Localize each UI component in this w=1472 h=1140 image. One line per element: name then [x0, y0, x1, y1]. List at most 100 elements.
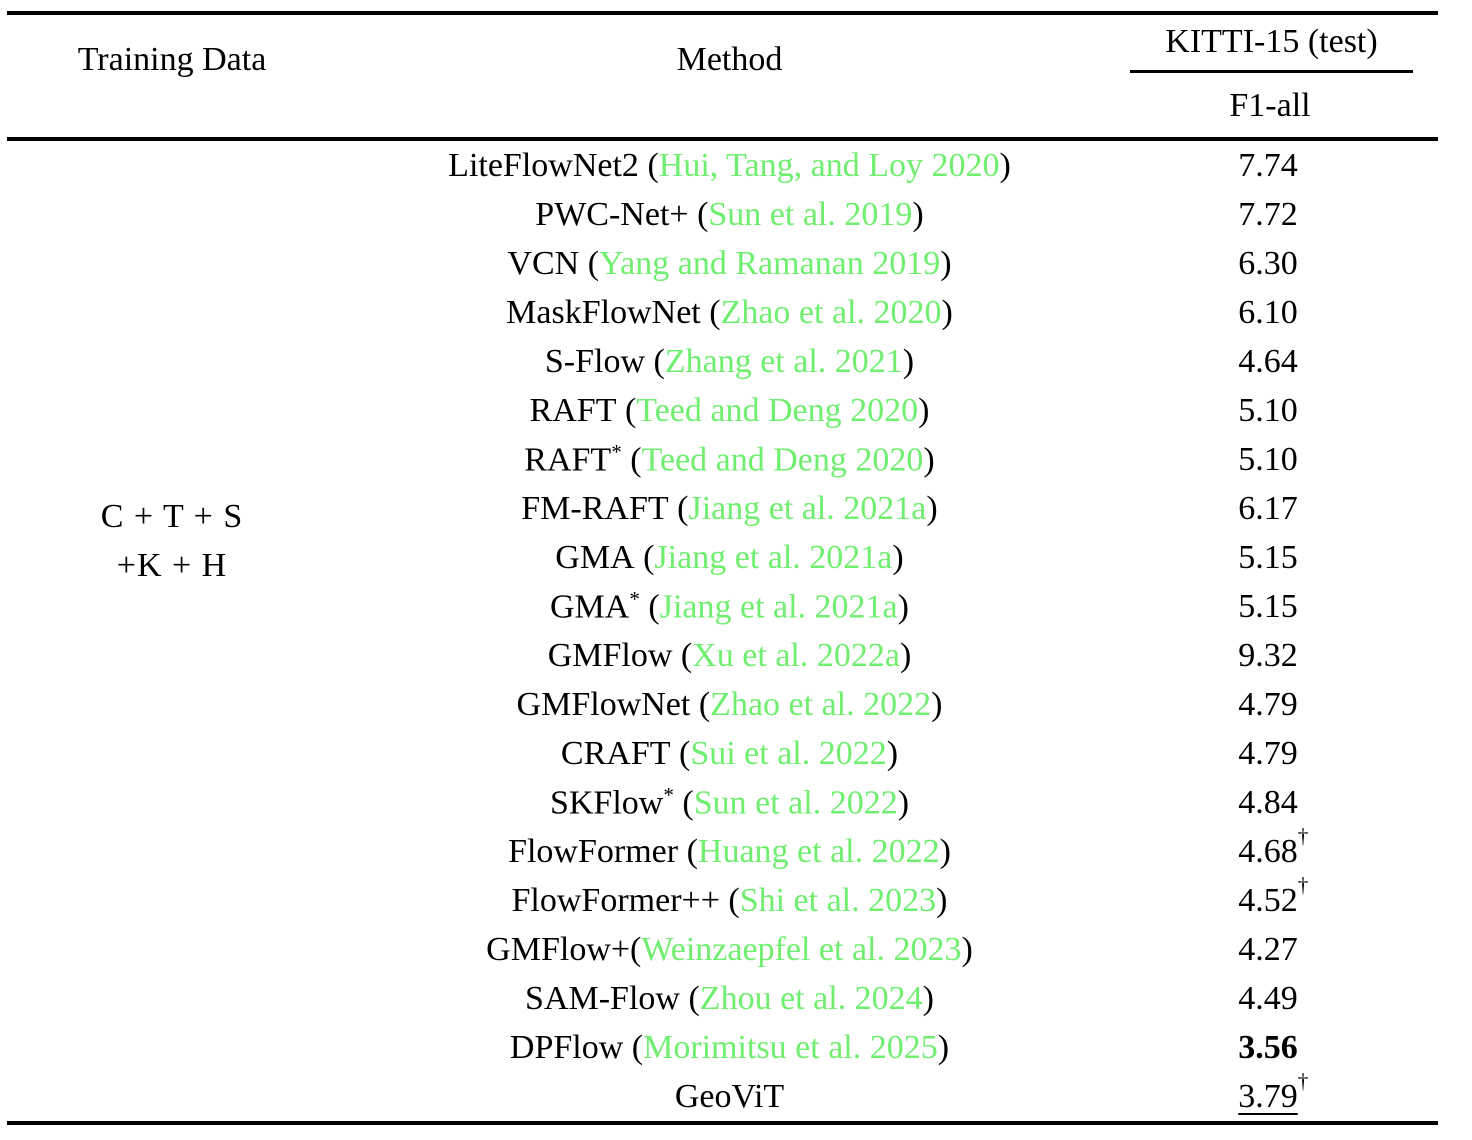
table-row: GMFlow (Xu et al. 2022a) 9.32 — [7, 631, 1438, 680]
open-paren: ( — [668, 489, 689, 527]
method-cell: FlowFormer++ (Shi et al. 2023) — [337, 876, 1122, 925]
method-name: GMA — [550, 588, 630, 626]
f1-number: 6.17 — [1238, 489, 1298, 527]
f1-number: 4.52 — [1238, 881, 1298, 919]
table-row: GMA* (Jiang et al. 2021a) 5.15 — [7, 582, 1438, 631]
citation-link[interactable]: Shi et al. 2023 — [739, 881, 937, 919]
f1-number: 9.32 — [1238, 636, 1298, 674]
f1-value-cell: 4.68 † — [1122, 823, 1438, 876]
citation-link[interactable]: Zhao et al. 2022 — [710, 685, 932, 723]
table-header: Training Data Method KITTI-15 (test) F1-… — [7, 13, 1438, 139]
close-paren: ) — [941, 293, 953, 331]
open-paren: ( — [670, 734, 691, 772]
f1-value-cell: 5.10 — [1122, 386, 1438, 435]
f1-value: 4.64 — [1238, 343, 1298, 381]
f1-value: 7.72 — [1238, 196, 1298, 234]
training-data-line1: C + T + S — [100, 498, 244, 535]
citation-link[interactable]: Jiang et al. 2021a — [654, 538, 893, 576]
method-cell: CRAFT (Sui et al. 2022) — [337, 729, 1122, 778]
close-paren: ) — [899, 636, 912, 674]
f1-value-cell: 3.56 — [1122, 1023, 1438, 1072]
citation-link[interactable]: Zhou et al. 2024 — [699, 979, 923, 1017]
citation-link[interactable]: Yang and Ramanan 2019 — [599, 244, 941, 282]
open-paren: ( — [623, 1028, 644, 1066]
f1-value: 5.15 — [1238, 539, 1298, 577]
f1-number: 4.68 — [1238, 832, 1298, 870]
close-paren: ) — [897, 784, 910, 822]
method-name: PWC-Net+ — [535, 195, 689, 233]
table-row: GMA (Jiang et al. 2021a) 5.15 — [7, 533, 1438, 582]
open-paren: ( — [639, 588, 660, 626]
f1-value-cell: 5.15 — [1122, 533, 1438, 582]
citation-link[interactable]: Hui, Tang, and Loy 2020 — [658, 146, 1000, 184]
table-row: FlowFormer++ (Shi et al. 2023) 4.52 † — [7, 872, 1438, 925]
f1-number: 4.49 — [1238, 979, 1298, 1017]
close-paren: ) — [918, 391, 930, 429]
citation-link[interactable]: Weinzaepfel et al. 2023 — [641, 930, 962, 968]
open-paren: ( — [638, 146, 659, 184]
method-name: FlowFormer — [508, 832, 679, 870]
table-row: DPFlow (Morimitsu et al. 2025) 3.56 — [7, 1023, 1438, 1072]
open-paren: ( — [630, 930, 642, 968]
f1-value-cell: 5.15 — [1122, 582, 1438, 631]
table-row: RAFT (Teed and Deng 2020) 5.10 — [7, 386, 1438, 435]
table-row: GMFlow+(Weinzaepfel et al. 2023) 4.27 — [7, 925, 1438, 974]
training-data-line2: +K + H — [116, 547, 228, 584]
method-cell: LiteFlowNet2 (Hui, Tang, and Loy 2020) — [337, 139, 1122, 190]
benchmark-label: KITTI-15 (test) — [1130, 17, 1413, 73]
col-header-f1-all: F1-all — [1229, 87, 1311, 124]
f1-value-cell: 6.10 — [1122, 288, 1438, 337]
close-paren: ) — [926, 489, 938, 527]
col-header-method: Method — [676, 41, 783, 78]
method-name: RAFT — [524, 441, 612, 479]
method-name: RAFT — [529, 391, 617, 429]
method-superscript: * — [663, 782, 674, 807]
table-row: FlowFormer (Huang et al. 2022) 4.68 † — [7, 823, 1438, 876]
method-cell: GMFlow+(Weinzaepfel et al. 2023) — [337, 925, 1122, 974]
table-row: RAFT* (Teed and Deng 2020) 5.10 — [7, 435, 1438, 484]
f1-number: 4.79 — [1238, 734, 1298, 772]
citation-link[interactable]: Zhang et al. 2021 — [664, 342, 903, 380]
method-name: FlowFormer++ — [511, 881, 720, 919]
citation-link[interactable]: Jiang et al. 2021a — [659, 588, 898, 626]
citation-link[interactable]: Sui et al. 2022 — [690, 734, 887, 772]
close-paren: ) — [936, 881, 948, 919]
citation-link[interactable]: Teed and Deng 2020 — [641, 441, 924, 479]
citation-link[interactable]: Sun et al. 2022 — [693, 784, 898, 822]
close-paren: ) — [897, 588, 909, 626]
open-paren: ( — [672, 636, 693, 674]
f1-value-cell: 6.17 — [1122, 484, 1438, 533]
open-paren: ( — [678, 832, 698, 870]
citation-link[interactable]: Teed and Deng 2020 — [636, 391, 919, 429]
citation-link[interactable]: Morimitsu et al. 2025 — [643, 1028, 938, 1066]
f1-value-cell: 7.72 — [1122, 190, 1438, 239]
close-paren: ) — [939, 832, 951, 870]
dagger-mark: † — [1297, 823, 1309, 848]
method-superscript: * — [629, 586, 640, 611]
citation-link[interactable]: Jiang et al. 2021a — [688, 489, 927, 527]
method-name: CRAFT — [560, 734, 671, 772]
table-row: S-Flow (Zhang et al. 2021) 4.64 — [7, 337, 1438, 386]
citation-link[interactable]: Huang et al. 2022 — [697, 832, 940, 870]
method-cell: RAFT* (Teed and Deng 2020) — [337, 435, 1122, 484]
f1-value: 4.79 — [1238, 686, 1298, 724]
f1-number: 4.27 — [1238, 930, 1298, 968]
citation-link[interactable]: Zhao et al. 2020 — [720, 293, 942, 331]
citation-link[interactable]: Xu et al. 2022a — [692, 636, 900, 674]
open-paren: ( — [645, 342, 665, 380]
open-paren: ( — [673, 784, 694, 822]
f1-number: 7.74 — [1238, 146, 1298, 184]
method-cell: GMA* (Jiang et al. 2021a) — [337, 582, 1122, 631]
f1-value: 6.17 — [1238, 490, 1298, 528]
f1-value: 4.79 — [1238, 735, 1298, 773]
citation-link[interactable]: Sun et al. 2019 — [708, 195, 913, 233]
f1-value-cell: 4.52 † — [1122, 872, 1438, 925]
table-row: MaskFlowNet (Zhao et al. 2020) 6.10 — [7, 288, 1438, 337]
close-paren: ) — [961, 930, 973, 968]
method-name: GMFlow — [547, 636, 673, 674]
f1-value: 9.32 — [1238, 637, 1298, 675]
method-name: GMA — [555, 538, 635, 576]
f1-value-cell: 9.32 — [1122, 631, 1438, 680]
dagger-mark: † — [1297, 872, 1309, 897]
